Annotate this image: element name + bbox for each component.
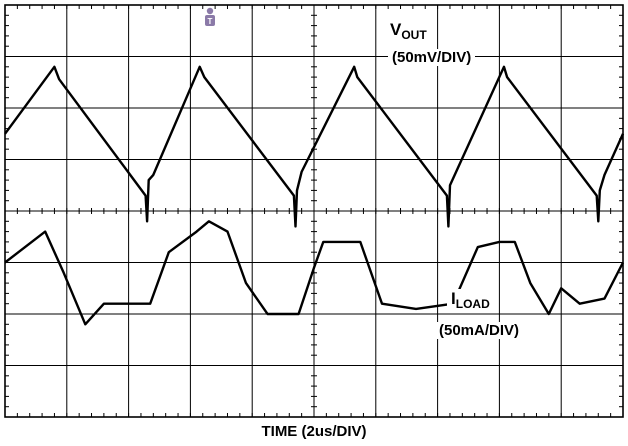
trace-layer bbox=[4, 65, 625, 326]
iload-scale-label: (50mA/DIV) bbox=[435, 322, 524, 339]
iload-label-sub: LOAD bbox=[455, 297, 490, 311]
svg-text:T: T bbox=[208, 17, 213, 26]
iload-label: ILOAD bbox=[447, 289, 494, 311]
vout-label: VOUT bbox=[386, 20, 431, 42]
vout-label-sub: OUT bbox=[401, 28, 427, 42]
graticule-grid bbox=[4, 4, 624, 418]
trace-vout bbox=[4, 65, 625, 228]
trace-iload bbox=[4, 220, 625, 326]
x-axis-label: TIME (2us/DIV) bbox=[261, 423, 367, 440]
vout-label-main: V bbox=[390, 20, 402, 39]
trigger-marker-icon: T bbox=[205, 7, 215, 26]
vout-scale-label: (50mV/DIV) bbox=[388, 49, 476, 66]
iload-label-main: I bbox=[451, 289, 456, 308]
